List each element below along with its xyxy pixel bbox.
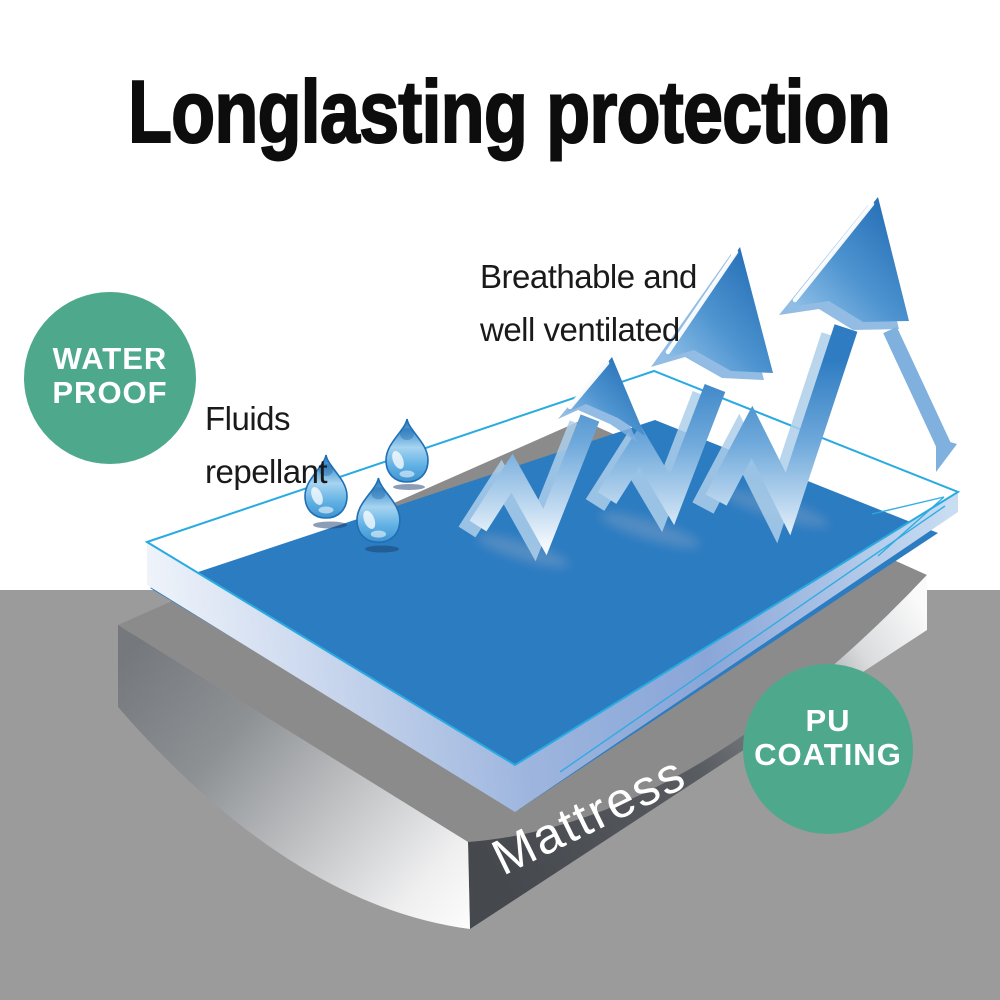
waterproof-badge-line2: PROOF <box>52 375 167 410</box>
sheet-top-surface <box>144 369 961 767</box>
pu-coating-layer <box>150 420 938 810</box>
pu-badge-line2: COATING <box>754 737 902 772</box>
droplet-shadow <box>393 484 425 490</box>
mattress-left-face <box>118 625 470 929</box>
arrow-head <box>789 197 909 322</box>
breathable-annotation-line2: well ventilated <box>479 311 680 348</box>
droplet-shadow <box>365 545 399 553</box>
growth-arrow-icon-small <box>458 357 645 562</box>
pu-coating-badge: PU COATING <box>743 664 913 834</box>
waterproof-badge: WATER PROOF <box>24 292 196 464</box>
sheet-underside-edge <box>147 492 958 812</box>
droplet-shadow <box>313 521 347 529</box>
fluids-annotation-line1: Fluids <box>205 400 290 437</box>
page-title: Longlasting protection <box>128 62 890 161</box>
arrow-head <box>566 357 645 436</box>
breathable-annotation-line1: Breathable and <box>480 258 697 295</box>
growth-arrow-icon-medium <box>585 247 773 533</box>
sheet-parallel-edge-line <box>559 505 946 773</box>
water-droplets <box>304 418 429 553</box>
arrow-head <box>660 247 773 373</box>
fluids-annotation-line2: repellant <box>205 453 327 490</box>
pu-badge-line1: PU <box>805 703 850 738</box>
badge-circle <box>24 292 196 464</box>
badge-circle <box>743 664 913 834</box>
arrow-tail-tip <box>936 438 957 472</box>
protector-sheet <box>144 369 961 812</box>
growth-arrow-icon-large <box>692 197 957 544</box>
waterproof-badge-line1: WATER <box>53 341 168 376</box>
mattress-front-face <box>468 575 927 929</box>
